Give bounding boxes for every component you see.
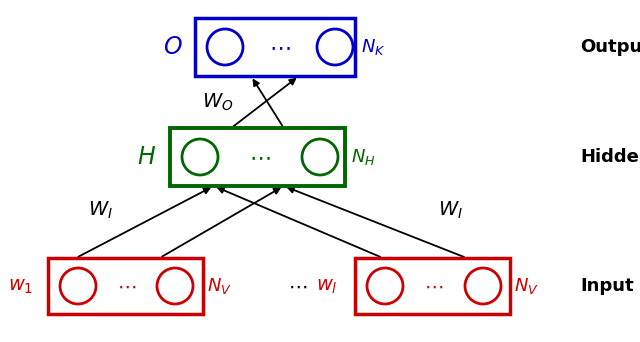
- Text: $N_V$: $N_V$: [207, 276, 232, 296]
- Text: $w_l$: $w_l$: [316, 276, 338, 295]
- Text: $W_O$: $W_O$: [202, 91, 234, 113]
- Text: $\cdots$: $\cdots$: [289, 276, 308, 295]
- Text: $H$: $H$: [137, 145, 156, 169]
- Text: $W_I$: $W_I$: [88, 199, 113, 221]
- Text: $\cdots$: $\cdots$: [424, 276, 444, 295]
- Text: $W_I$: $W_I$: [438, 199, 463, 221]
- Text: $N_H$: $N_H$: [351, 147, 376, 167]
- Text: $\cdots$: $\cdots$: [249, 147, 271, 167]
- Text: $N_K$: $N_K$: [361, 37, 385, 57]
- Bar: [48, 258, 203, 314]
- Bar: [355, 258, 510, 314]
- Text: Hidden: Hidden: [580, 148, 640, 166]
- Bar: [195, 18, 355, 76]
- Text: Input: Input: [580, 277, 634, 295]
- Bar: [170, 128, 345, 186]
- Text: $N_V$: $N_V$: [514, 276, 539, 296]
- Text: $\cdots$: $\cdots$: [269, 37, 291, 57]
- Text: Output: Output: [580, 38, 640, 56]
- Text: $O$: $O$: [163, 35, 183, 59]
- Text: $\cdots$: $\cdots$: [117, 276, 136, 295]
- Text: $w_1$: $w_1$: [8, 276, 33, 295]
